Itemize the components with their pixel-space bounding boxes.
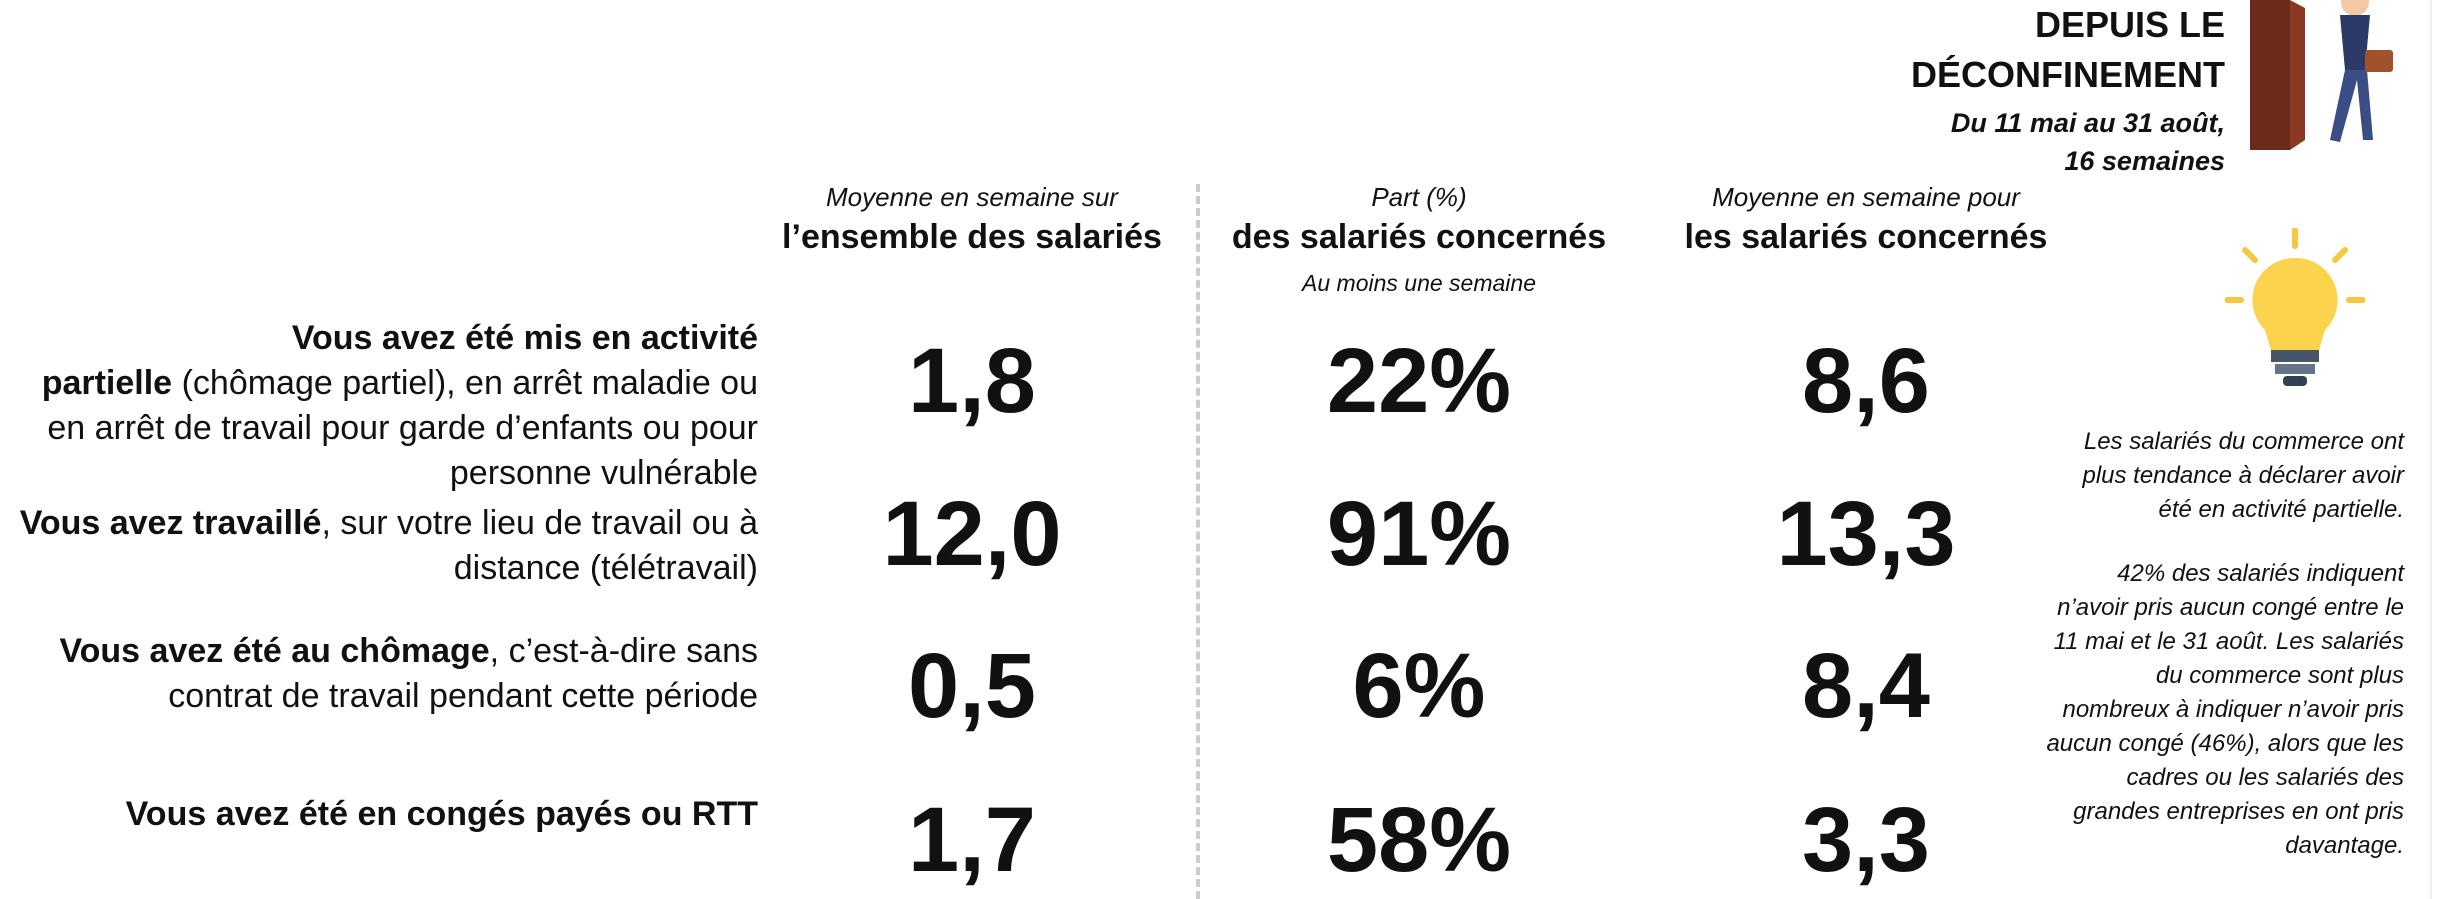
row-label-text: , sur votre lieu de travail ou à distanc…	[321, 504, 758, 587]
side-note: Les salariés du commerce ont plus tendan…	[2044, 425, 2404, 527]
row-label-bold: Vous avez travaillé	[20, 504, 322, 542]
row-label: Vous avez été mis en activité partielle(…	[10, 316, 758, 496]
column-title: l’ensemble des salariés	[742, 214, 1202, 260]
column-header: Part (%)des salariés concernés Au moins u…	[1189, 180, 1649, 297]
column-title: des salariés concernés	[1189, 214, 1649, 260]
header-subtitle: Du 11 mai au 31 août, 16 semaines	[1951, 104, 2225, 180]
column-note: Part (%)	[1189, 180, 1649, 214]
subtitle-line: 16 semaines	[1951, 142, 2225, 180]
page: DEPUIS LE DÉCONFINEMENT Du 11 mai au 31 …	[0, 0, 2440, 899]
row-value: 8,4	[1636, 636, 2096, 736]
header-title: DEPUIS LE DÉCONFINEMENT	[1911, 0, 2225, 100]
row-value: 1,8	[742, 331, 1202, 431]
exit-icon	[2245, 0, 2395, 160]
row-value: 6%	[1189, 636, 1649, 736]
column-note: Moyenne en semaine pour	[1636, 180, 2096, 214]
side-note: 42% des salariés indiquent n’avoir pris …	[2044, 557, 2404, 863]
row-value: 22%	[1189, 331, 1649, 431]
row-value: 8,6	[1636, 331, 2096, 431]
bulb-icon	[2225, 228, 2365, 393]
row-value: 0,5	[742, 636, 1202, 736]
title-line: DÉCONFINEMENT	[1911, 50, 2225, 100]
row-label-bold: Vous avez été au chômage	[59, 632, 489, 670]
row-value: 1,7	[742, 790, 1202, 890]
column-subnote: Au moins une semaine	[1189, 270, 1649, 297]
row-value: 13,3	[1636, 484, 2096, 584]
row-value: 12,0	[742, 484, 1202, 584]
row-label: Vous avez été en congés payés ou RTT	[10, 792, 758, 837]
row-value: 91%	[1189, 484, 1649, 584]
column-note: Moyenne en semaine sur	[742, 180, 1202, 214]
row-value: 58%	[1189, 790, 1649, 890]
edge-line	[2430, 0, 2432, 899]
row-label: Vous avez travaillé, sur votre lieu de t…	[10, 501, 758, 591]
row-label-bold: Vous avez été en congés payés ou RTT	[126, 795, 758, 833]
subtitle-line: Du 11 mai au 31 août,	[1951, 104, 2225, 142]
row-label: Vous avez été au chômage, c’est-à-dire s…	[10, 629, 758, 719]
title-line: DEPUIS LE	[1911, 0, 2225, 50]
column-title: les salariés concernés	[1636, 214, 2096, 260]
row-value: 3,3	[1636, 790, 2096, 890]
